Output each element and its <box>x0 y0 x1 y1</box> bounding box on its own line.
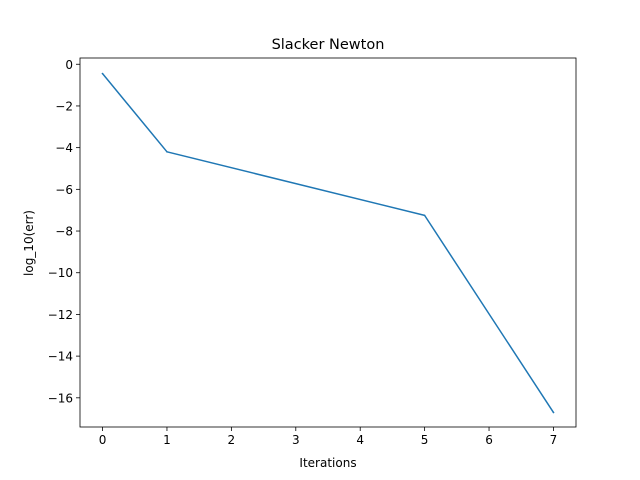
y-axis: 0 −2 −4 −6 −8 −10 −12 −14 −16 <box>48 58 80 405</box>
y-tick-label: 0 <box>65 58 73 72</box>
x-tick-label: 7 <box>550 433 558 447</box>
x-tick-label: 4 <box>356 433 364 447</box>
x-tick-label: 6 <box>485 433 493 447</box>
chart-title: Slacker Newton <box>272 37 385 53</box>
y-tick-label: −12 <box>48 308 73 322</box>
data-point <box>166 151 168 153</box>
x-tick-label: 1 <box>163 433 171 447</box>
x-axis: 0 1 2 3 4 5 6 7 <box>99 427 558 447</box>
x-tick-label: 3 <box>292 433 300 447</box>
y-tick-label: −4 <box>55 141 73 155</box>
y-tick-label: −16 <box>48 391 73 405</box>
x-tick-label: 2 <box>228 433 236 447</box>
series-line <box>101 72 555 414</box>
data-point <box>101 72 104 75</box>
series-layer <box>101 72 555 414</box>
plot-area <box>79 57 577 428</box>
x-tick-label: 5 <box>421 433 429 447</box>
x-tick-label: 0 <box>99 433 107 447</box>
data-point <box>423 214 426 217</box>
axes-frame <box>79 57 577 428</box>
y-tick-label: −14 <box>48 350 73 364</box>
y-tick-label: −10 <box>48 266 73 280</box>
x-axis-label: Iterations <box>299 456 356 470</box>
y-tick-label: −8 <box>55 225 73 239</box>
y-axis-label: log_10(err) <box>22 210 36 276</box>
y-tick-label: −6 <box>55 183 73 197</box>
data-point <box>552 411 555 414</box>
y-tick-label: −2 <box>55 99 73 113</box>
